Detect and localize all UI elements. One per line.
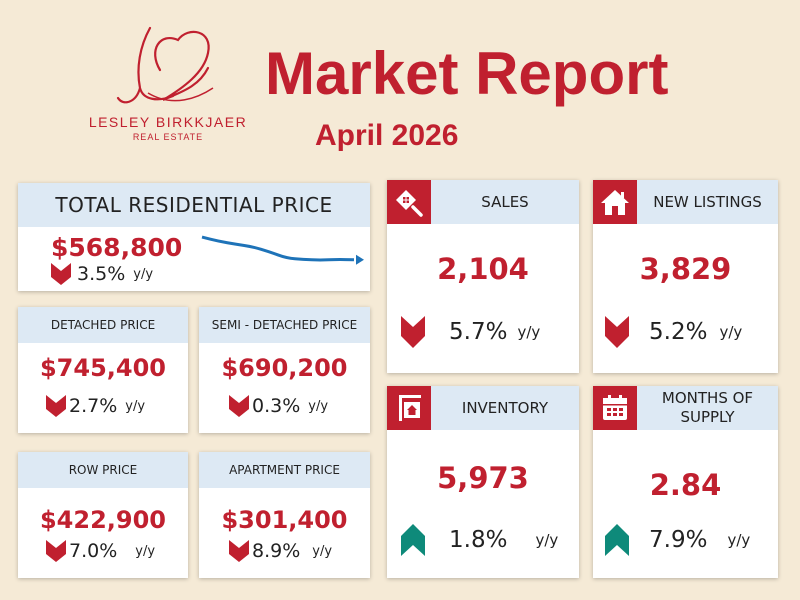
new-listings-card: NEW LISTINGS 3,829 5.2% y/y xyxy=(593,180,778,373)
apartment-pct: 8.9% xyxy=(252,540,301,562)
new-listings-pct: 5.2% xyxy=(649,319,708,345)
row-label: ROW PRICE xyxy=(68,463,138,477)
total-price-label: TOTAL RESIDENTIAL PRICE xyxy=(55,193,333,217)
detached-change: 2.7% y/y xyxy=(46,395,145,417)
total-price-pct: 3.5% xyxy=(77,263,126,285)
detached-price-card: DETACHED PRICE $745,400 2.7% y/y xyxy=(18,307,188,433)
calendar-icon xyxy=(603,395,627,420)
brand-name: LESLEY BIRKKJAER xyxy=(88,114,248,130)
new-listings-label: NEW LISTINGS xyxy=(653,193,762,211)
new-listings-change: 5.2% y/y xyxy=(605,316,742,348)
inventory-label: INVENTORY xyxy=(461,399,549,417)
apartment-label: APARTMENT PRICE xyxy=(229,463,340,477)
down-chevron-icon xyxy=(46,395,66,417)
inventory-icon-box xyxy=(387,386,431,430)
apartment-header: APARTMENT PRICE xyxy=(199,452,370,488)
report-period: April 2026 xyxy=(315,119,459,152)
months-supply-change: 7.9% y/y xyxy=(605,524,750,556)
apartment-value: $301,400 xyxy=(221,506,348,534)
detached-value: $745,400 xyxy=(39,354,166,382)
months-supply-label: MONTHS OF SUPPLY xyxy=(661,389,754,426)
new-listings-value: 3,829 xyxy=(639,252,732,286)
total-price-change: 3.5% y/y xyxy=(51,263,153,285)
months-supply-card: MONTHS OF SUPPLY 2.84 7.9% y/y xyxy=(593,386,778,578)
down-chevron-icon xyxy=(229,395,249,417)
inventory-change: 1.8% y/y xyxy=(401,524,558,556)
trend-line xyxy=(201,235,355,262)
brand-logo: LESLEY BIRKKJAER REAL ESTATE xyxy=(78,18,258,148)
sign-icon xyxy=(399,395,421,421)
down-chevron-icon xyxy=(46,540,66,562)
house-icon xyxy=(601,190,629,215)
total-price-unit: y/y xyxy=(133,266,154,282)
new-listings-unit: y/y xyxy=(719,323,743,341)
inventory-pct: 1.8% xyxy=(449,527,508,553)
down-chevron-icon xyxy=(605,316,629,348)
total-price-card: TOTAL RESIDENTIAL PRICE $568,800 3.5% y/… xyxy=(18,183,370,291)
apartment-change: 8.9% y/y xyxy=(229,540,332,562)
semi-unit: y/y xyxy=(308,398,329,414)
months-supply-icon-box xyxy=(593,386,637,430)
row-change: 7.0% y/y xyxy=(46,540,155,562)
row-price-card: ROW PRICE $422,900 7.0% y/y xyxy=(18,452,188,578)
row-pct: 7.0% xyxy=(69,540,118,562)
apartment-price-card: APARTMENT PRICE $301,400 8.9% y/y xyxy=(199,452,370,578)
detached-label: DETACHED PRICE xyxy=(50,318,156,332)
sales-value: 2,104 xyxy=(437,252,529,286)
sales-label: SALES xyxy=(481,193,529,211)
semi-header: SEMI - DETACHED PRICE xyxy=(199,307,370,343)
down-chevron-icon xyxy=(229,540,249,562)
sales-pct: 5.7% xyxy=(449,319,508,345)
sales-icon-box xyxy=(387,180,431,224)
apartment-unit: y/y xyxy=(312,543,333,559)
page-title: Market Report xyxy=(265,40,669,107)
down-chevron-icon xyxy=(401,316,425,348)
months-supply-pct: 7.9% xyxy=(649,527,708,553)
heart-signature-icon xyxy=(116,26,214,104)
row-header: ROW PRICE xyxy=(18,452,188,488)
row-value: $422,900 xyxy=(39,506,166,534)
down-chevron-icon xyxy=(51,263,71,285)
sales-card: SALES 2,104 5.7% y/y xyxy=(387,180,579,373)
total-price-header: TOTAL RESIDENTIAL PRICE xyxy=(18,183,370,227)
months-supply-unit: y/y xyxy=(727,531,751,549)
house-search-icon xyxy=(396,190,423,217)
up-chevron-icon xyxy=(401,524,425,556)
sales-unit: y/y xyxy=(517,323,541,341)
semi-change: 0.3% y/y xyxy=(229,395,328,417)
detached-header: DETACHED PRICE xyxy=(18,307,188,343)
semi-label: SEMI - DETACHED PRICE xyxy=(211,318,358,332)
months-supply-value: 2.84 xyxy=(649,468,722,502)
inventory-unit: y/y xyxy=(535,531,559,549)
semi-pct: 0.3% xyxy=(252,395,301,417)
new-listings-icon-box xyxy=(593,180,637,224)
semi-price-card: SEMI - DETACHED PRICE $690,200 0.3% y/y xyxy=(199,307,370,433)
trend-arrowhead-icon xyxy=(356,254,364,265)
row-unit: y/y xyxy=(135,543,156,559)
inventory-value: 5,973 xyxy=(437,461,529,495)
sales-change: 5.7% y/y xyxy=(401,316,540,348)
inventory-card: INVENTORY 5,973 1.8% y/y xyxy=(387,386,579,578)
semi-value: $690,200 xyxy=(221,354,348,382)
trend-line-chart xyxy=(201,235,364,265)
detached-unit: y/y xyxy=(125,398,146,414)
up-chevron-icon xyxy=(605,524,629,556)
total-price-value: $568,800 xyxy=(51,233,183,262)
brand-sub: REAL ESTATE xyxy=(132,132,204,142)
detached-pct: 2.7% xyxy=(69,395,118,417)
